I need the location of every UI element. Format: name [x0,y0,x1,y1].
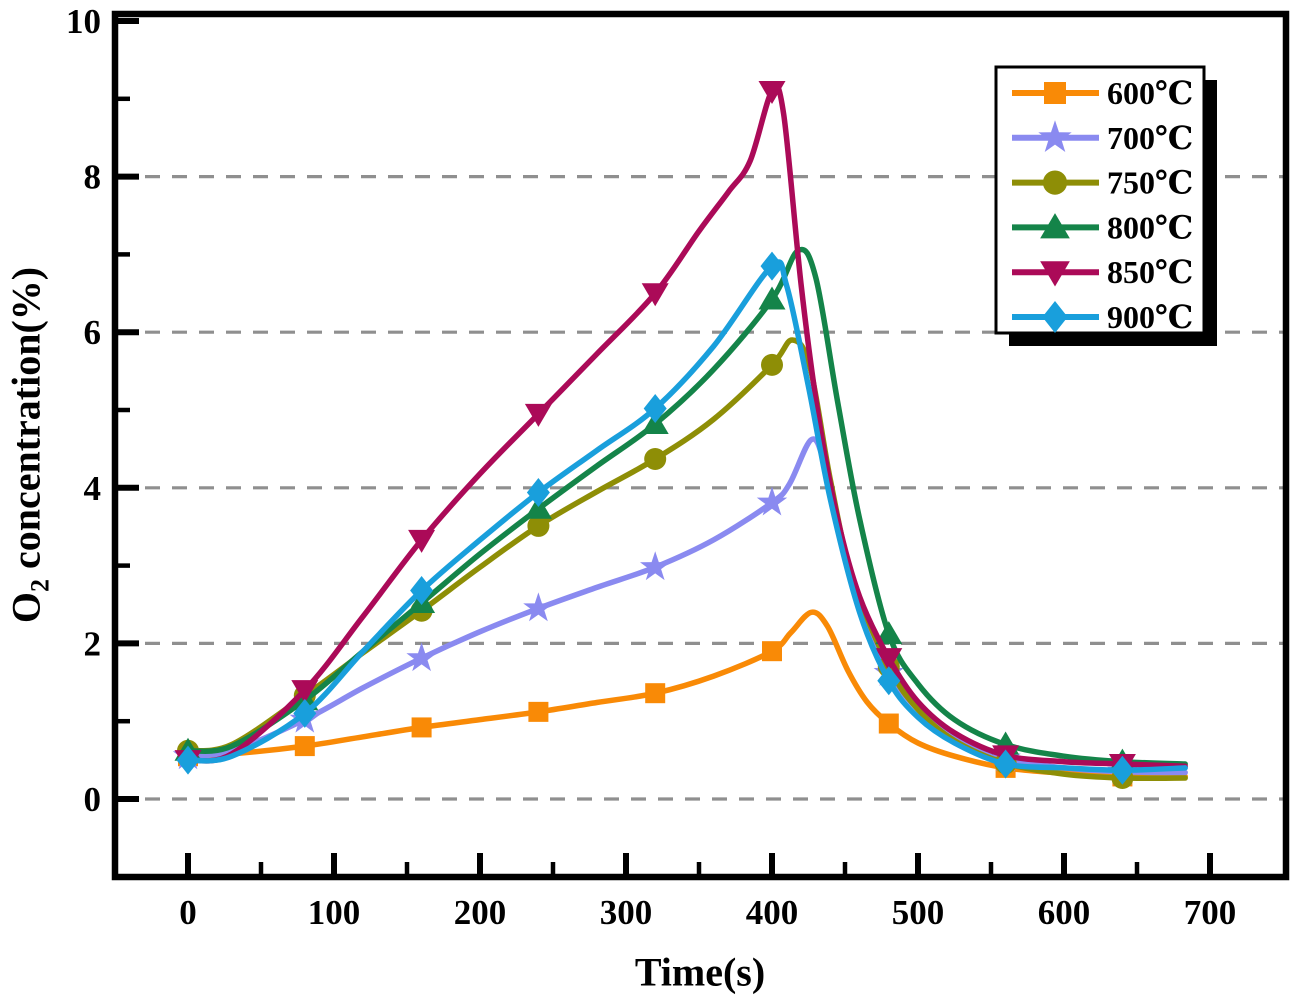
x-tick-label: 200 [454,893,507,932]
legend-label-700c: 700℃ [1107,120,1193,156]
legend-marker-800c [1040,213,1070,239]
x-axis-title: Time(s) [634,949,766,995]
legend-label-800c: 800℃ [1107,209,1193,245]
series-marker-700c [406,642,437,672]
x-tick-label: 100 [308,893,361,932]
x-tick-label: 700 [1184,893,1237,932]
series-marker-600c [762,641,782,662]
series-marker-750c [527,514,550,537]
y-tick-label: 6 [84,313,102,352]
series-marker-700c [640,551,671,581]
series-line-750c [185,337,1188,782]
legend-label-850c: 850℃ [1107,254,1193,290]
y-tick-label: 4 [84,469,102,508]
series-marker-850c [524,403,552,427]
series-marker-850c [641,283,669,307]
x-tick-label: 0 [179,893,197,932]
series-marker-600c [528,701,549,722]
x-tick-label: 600 [1038,893,1091,932]
series-line-600c [185,609,1188,780]
y-axis-title: O2 concentration(%) [3,266,55,624]
series-marker-850c [875,648,903,672]
y-tick-label: 0 [84,780,102,819]
y-axis-title-main: O [3,592,49,624]
series-marker-600c [645,683,666,704]
series-marker-600c [411,717,432,738]
y-axis-title-suffix: concentration(%) [3,266,49,580]
series-marker-850c [408,529,436,553]
x-tick-label: 300 [600,893,653,932]
legend-label-900c: 900℃ [1107,299,1193,335]
legend-label-750c: 750℃ [1107,165,1193,201]
series-marker-850c [758,81,786,105]
series-marker-900c [1110,755,1134,785]
legend-box [994,65,1206,335]
series-marker-900c [526,477,550,507]
series-marker-900c [760,251,784,281]
series-marker-900c [410,575,434,605]
series-marker-600c [294,736,315,757]
legend-label-600c: 600℃ [1107,75,1193,111]
y-axis-title-subscript: 2 [25,579,55,593]
legend-marker-600c [1044,82,1066,104]
series-marker-800c [875,621,903,645]
x-tick-label: 400 [746,893,799,932]
series-marker-800c [758,286,786,310]
plot-frame [111,10,1290,881]
series-marker-900c [877,666,901,696]
series-marker-900c [643,393,667,423]
series-marker-700c [523,592,554,622]
legend-marker-750c [1042,170,1068,195]
y-tick-label: 2 [84,624,102,663]
series-marker-750c [761,353,783,376]
series-marker-900c [994,749,1018,779]
series-marker-600c [878,713,899,734]
series-marker-900c [176,745,200,775]
y-tick-label: 8 [84,158,102,197]
series-marker-800c [524,495,552,519]
legend-marker-900c [1042,301,1068,333]
series-line-700c [185,436,1188,776]
x-tick-label: 500 [892,893,945,932]
legend-marker-850c [1040,261,1070,287]
y-tick-label: 10 [66,2,101,41]
series-marker-850c [291,680,319,704]
series-marker-900c [293,698,317,728]
legend-marker-700c [1038,120,1072,152]
series-marker-750c [644,448,667,471]
series-marker-700c [756,486,788,516]
